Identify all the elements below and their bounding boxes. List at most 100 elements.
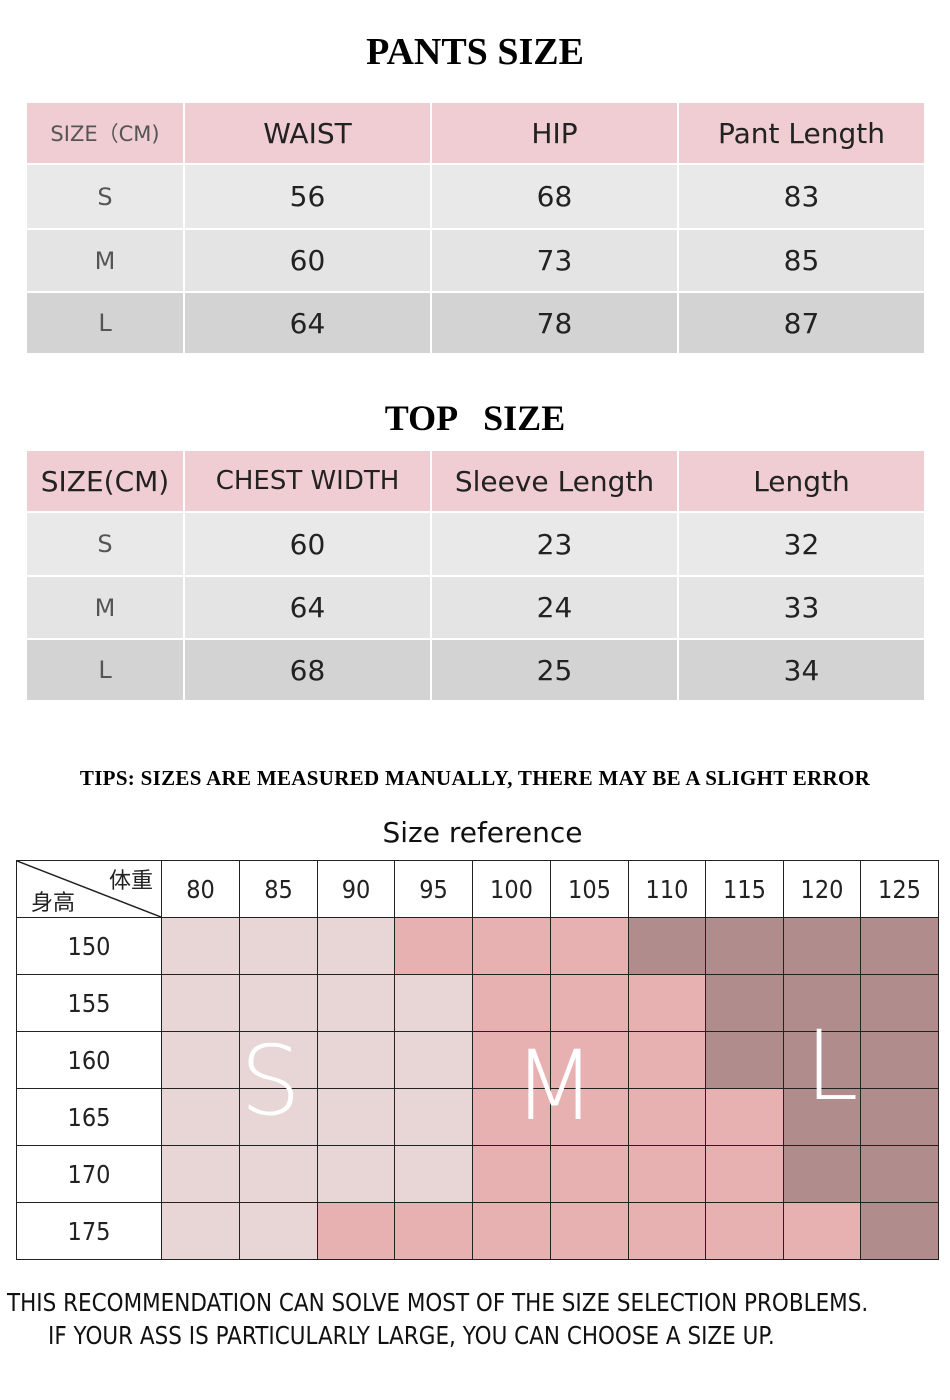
size-cell-s xyxy=(394,974,473,1032)
size-cell-s xyxy=(239,1202,318,1260)
pants-size-title: PANTS SIZE xyxy=(366,31,584,73)
size-cell-s xyxy=(239,1031,318,1089)
size-cell-m xyxy=(705,1088,784,1146)
hip-cell: 78 xyxy=(430,291,679,355)
table-row: L 68 25 34 xyxy=(25,638,926,702)
table-row: M 60 73 85 xyxy=(25,228,926,293)
weight-header: 90 xyxy=(317,860,395,918)
waist-cell: 60 xyxy=(183,228,432,293)
size-cell-m xyxy=(394,917,473,975)
pant-length-cell: 85 xyxy=(677,228,926,293)
size-cell-m xyxy=(705,1145,784,1203)
footer-line-1: THIS RECOMMENDATION CAN SOLVE MOST OF TH… xyxy=(7,1288,869,1317)
sleeve-cell: 25 xyxy=(430,638,679,702)
height-row: 155 xyxy=(16,974,939,1032)
size-cell-s xyxy=(239,974,318,1032)
hip-cell: 73 xyxy=(430,228,679,293)
size-cell-s xyxy=(394,1088,473,1146)
top-header-length: Length xyxy=(677,449,926,513)
height-header: 150 xyxy=(16,917,162,975)
size-cell: M xyxy=(25,575,185,640)
size-cell-m xyxy=(472,1145,551,1203)
size-cell-m xyxy=(550,1202,629,1260)
top-size-title: TOP SIZE xyxy=(384,398,566,438)
sleeve-cell: 23 xyxy=(430,511,679,577)
weight-header: 80 xyxy=(161,860,240,918)
table-row: L 64 78 87 xyxy=(25,291,926,355)
size-cell-l xyxy=(860,1202,939,1260)
weight-header-row: 体重 身高 80 85 90 95 100 105 110 115 120 125 xyxy=(16,860,939,918)
height-row: 175 xyxy=(16,1202,939,1260)
size-cell: M xyxy=(25,228,185,293)
size-m-label: M xyxy=(513,1030,596,1142)
size-cell-l xyxy=(860,917,939,975)
table-row: S 60 23 32 xyxy=(25,511,926,577)
size-cell-m xyxy=(628,1031,706,1089)
size-cell: S xyxy=(25,163,185,230)
weight-header: 115 xyxy=(705,860,784,918)
size-cell-l xyxy=(628,917,706,975)
height-row: 150 xyxy=(16,917,939,975)
top-header-sleeve: Sleeve Length xyxy=(430,449,679,513)
size-cell-m xyxy=(628,974,706,1032)
size-cell-m xyxy=(705,1202,784,1260)
size-cell-m xyxy=(472,1202,551,1260)
table-row: S 56 68 83 xyxy=(25,163,926,230)
weight-header: 95 xyxy=(394,860,473,918)
weight-header: 120 xyxy=(783,860,861,918)
size-cell: L xyxy=(25,638,185,702)
size-cell: S xyxy=(25,511,185,577)
size-cell-s xyxy=(161,1088,240,1146)
size-cell-m xyxy=(628,1145,706,1203)
pants-header-waist: WAIST xyxy=(183,101,432,165)
size-cell-s xyxy=(161,1145,240,1203)
size-cell-m xyxy=(550,1088,629,1146)
height-row: 170 xyxy=(16,1145,939,1203)
size-cell-m xyxy=(472,1031,551,1089)
size-cell-l xyxy=(783,1145,861,1203)
footer-line-2: IF YOUR ASS IS PARTICULARLY LARGE, YOU C… xyxy=(48,1321,775,1350)
size-cell-s xyxy=(239,1145,318,1203)
size-cell-m xyxy=(472,1088,551,1146)
weight-label: 体重 xyxy=(108,869,153,894)
size-cell-m xyxy=(628,1088,706,1146)
size-cell-l xyxy=(705,917,784,975)
length-cell: 32 xyxy=(677,511,926,577)
size-cell-l xyxy=(860,974,939,1032)
tips-text: TIPS: SIZES ARE MEASURED MANUALLY, THERE… xyxy=(79,766,871,790)
pants-header-row: SIZE（CM) WAIST HIP Pant Length xyxy=(25,101,926,165)
size-cell-s xyxy=(317,1031,395,1089)
top-size-table: SIZE(CM) CHEST WIDTH Sleeve Length Lengt… xyxy=(25,449,926,702)
size-cell-m xyxy=(628,1202,706,1260)
size-s-label: S xyxy=(240,1025,301,1137)
size-cell-s xyxy=(239,917,318,975)
size-cell-s xyxy=(161,917,240,975)
size-cell-l xyxy=(783,917,861,975)
size-cell-s xyxy=(161,1031,240,1089)
size-cell-l xyxy=(783,974,861,1032)
size-cell-l xyxy=(860,1031,939,1089)
size-cell-s xyxy=(161,974,240,1032)
size-cell-m xyxy=(394,1202,473,1260)
chest-cell: 60 xyxy=(183,511,432,577)
chest-cell: 64 xyxy=(183,575,432,640)
size-cell-m xyxy=(472,917,551,975)
height-label: 身高 xyxy=(31,891,76,916)
height-row: 165 xyxy=(16,1088,939,1146)
size-cell-m xyxy=(550,1145,629,1203)
size-cell-m xyxy=(550,1031,629,1089)
weight-header: 105 xyxy=(550,860,629,918)
length-cell: 33 xyxy=(677,575,926,640)
waist-cell: 56 xyxy=(183,163,432,230)
size-cell-s xyxy=(161,1202,240,1260)
waist-cell: 64 xyxy=(183,291,432,355)
height-header: 155 xyxy=(16,974,162,1032)
weight-header: 125 xyxy=(860,860,939,918)
height-header: 160 xyxy=(16,1031,162,1089)
size-cell-s xyxy=(239,1088,318,1146)
hip-cell: 68 xyxy=(430,163,679,230)
size-cell-s xyxy=(317,1145,395,1203)
table-row: M 64 24 33 xyxy=(25,575,926,640)
pants-header-hip: HIP xyxy=(430,101,679,165)
size-cell-l xyxy=(860,1145,939,1203)
